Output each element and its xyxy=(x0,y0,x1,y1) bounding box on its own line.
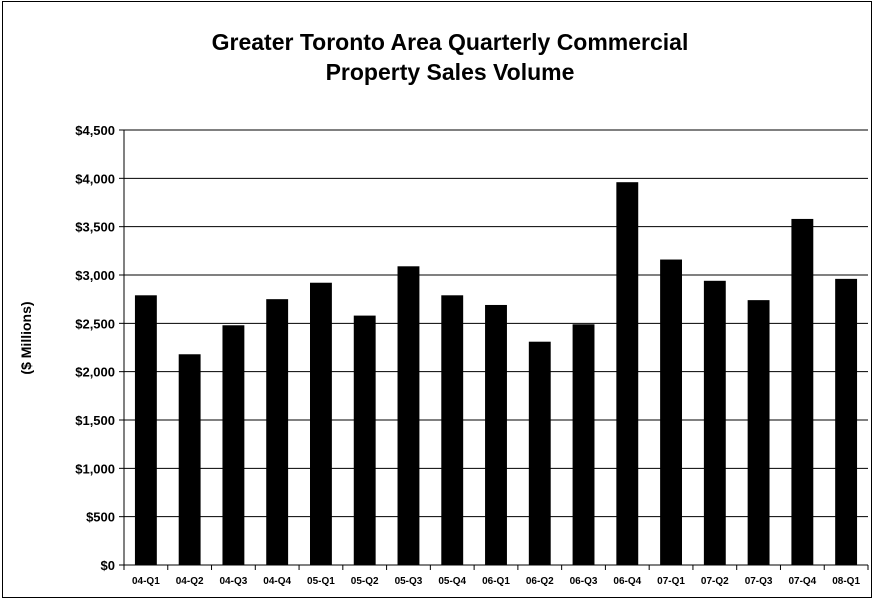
bar-08-Q1 xyxy=(835,278,858,565)
bar-06-Q2 xyxy=(528,341,551,565)
bar-chart: Greater Toronto Area Quarterly Commercia… xyxy=(18,29,869,587)
x-axis-ticks: 04-Q1 04-Q2 04-Q3 04-Q4 05-Q1 05-Q2 05-Q3 05-Q4… xyxy=(123,565,869,587)
bar-05-Q1 xyxy=(310,282,332,565)
x-tick-label: 05-Q4 xyxy=(438,576,466,587)
y-axis-ticks: $0 $500 $1,000 $1,500 $2,000 $2,500 $3,000 $3,5… xyxy=(75,123,124,573)
x-tick-label: 04-Q2 xyxy=(176,576,204,587)
bar-07-Q2 xyxy=(703,280,726,565)
x-tick-label: 05-Q2 xyxy=(351,576,379,587)
x-tick-label: 04-Q1 xyxy=(132,576,160,587)
x-tick-label: 06-Q2 xyxy=(526,576,554,587)
x-tick-label: 07-Q3 xyxy=(745,576,773,587)
y-tick-label: $3,000 xyxy=(75,268,115,283)
x-tick-label: 04-Q3 xyxy=(220,576,248,587)
x-tick-label: 06-Q4 xyxy=(613,576,641,587)
bar-07-Q4 xyxy=(791,218,814,565)
x-tick-label: 06-Q1 xyxy=(482,576,510,587)
bar-04-Q1 xyxy=(134,295,157,565)
bar-06-Q3 xyxy=(572,324,595,565)
bar-06-Q4 xyxy=(616,182,639,565)
bar-07-Q3 xyxy=(747,300,770,565)
x-tick-label: 07-Q1 xyxy=(657,576,685,587)
y-tick-label: $1,000 xyxy=(75,461,115,476)
x-tick-label: 08-Q1 xyxy=(832,576,860,587)
y-tick-label: $2,500 xyxy=(75,316,115,331)
x-tick-label: 06-Q3 xyxy=(570,576,598,587)
x-tick-label: 07-Q2 xyxy=(701,576,729,587)
chart-title-line-2: Property Sales Volume xyxy=(326,59,575,85)
x-tick-label: 05-Q3 xyxy=(395,576,423,587)
bar-05-Q2 xyxy=(353,315,376,565)
x-tick-label: 05-Q1 xyxy=(307,576,335,587)
bars xyxy=(134,182,858,565)
y-tick-label: $2,000 xyxy=(75,365,115,380)
y-tick-label: $4,500 xyxy=(75,123,115,138)
bar-05-Q4 xyxy=(441,295,464,565)
y-axis-label: ($ Millions) xyxy=(18,301,34,374)
bar-04-Q2 xyxy=(178,354,201,565)
y-tick-label: $1,500 xyxy=(75,413,115,428)
y-tick-label: $3,500 xyxy=(75,220,115,235)
bar-04-Q3 xyxy=(222,325,245,565)
bar-07-Q1 xyxy=(660,259,682,565)
y-tick-label: $4,000 xyxy=(75,171,115,186)
bar-05-Q3 xyxy=(397,266,420,565)
bar-06-Q1 xyxy=(485,304,507,565)
x-tick-label: 07-Q4 xyxy=(788,576,816,587)
chart-title-line-1: Greater Toronto Area Quarterly Commercia… xyxy=(212,29,689,55)
bar-04-Q4 xyxy=(266,299,289,565)
y-tick-label: $0 xyxy=(101,558,115,573)
y-tick-label: $500 xyxy=(86,510,115,525)
x-tick-label: 04-Q4 xyxy=(263,576,291,587)
